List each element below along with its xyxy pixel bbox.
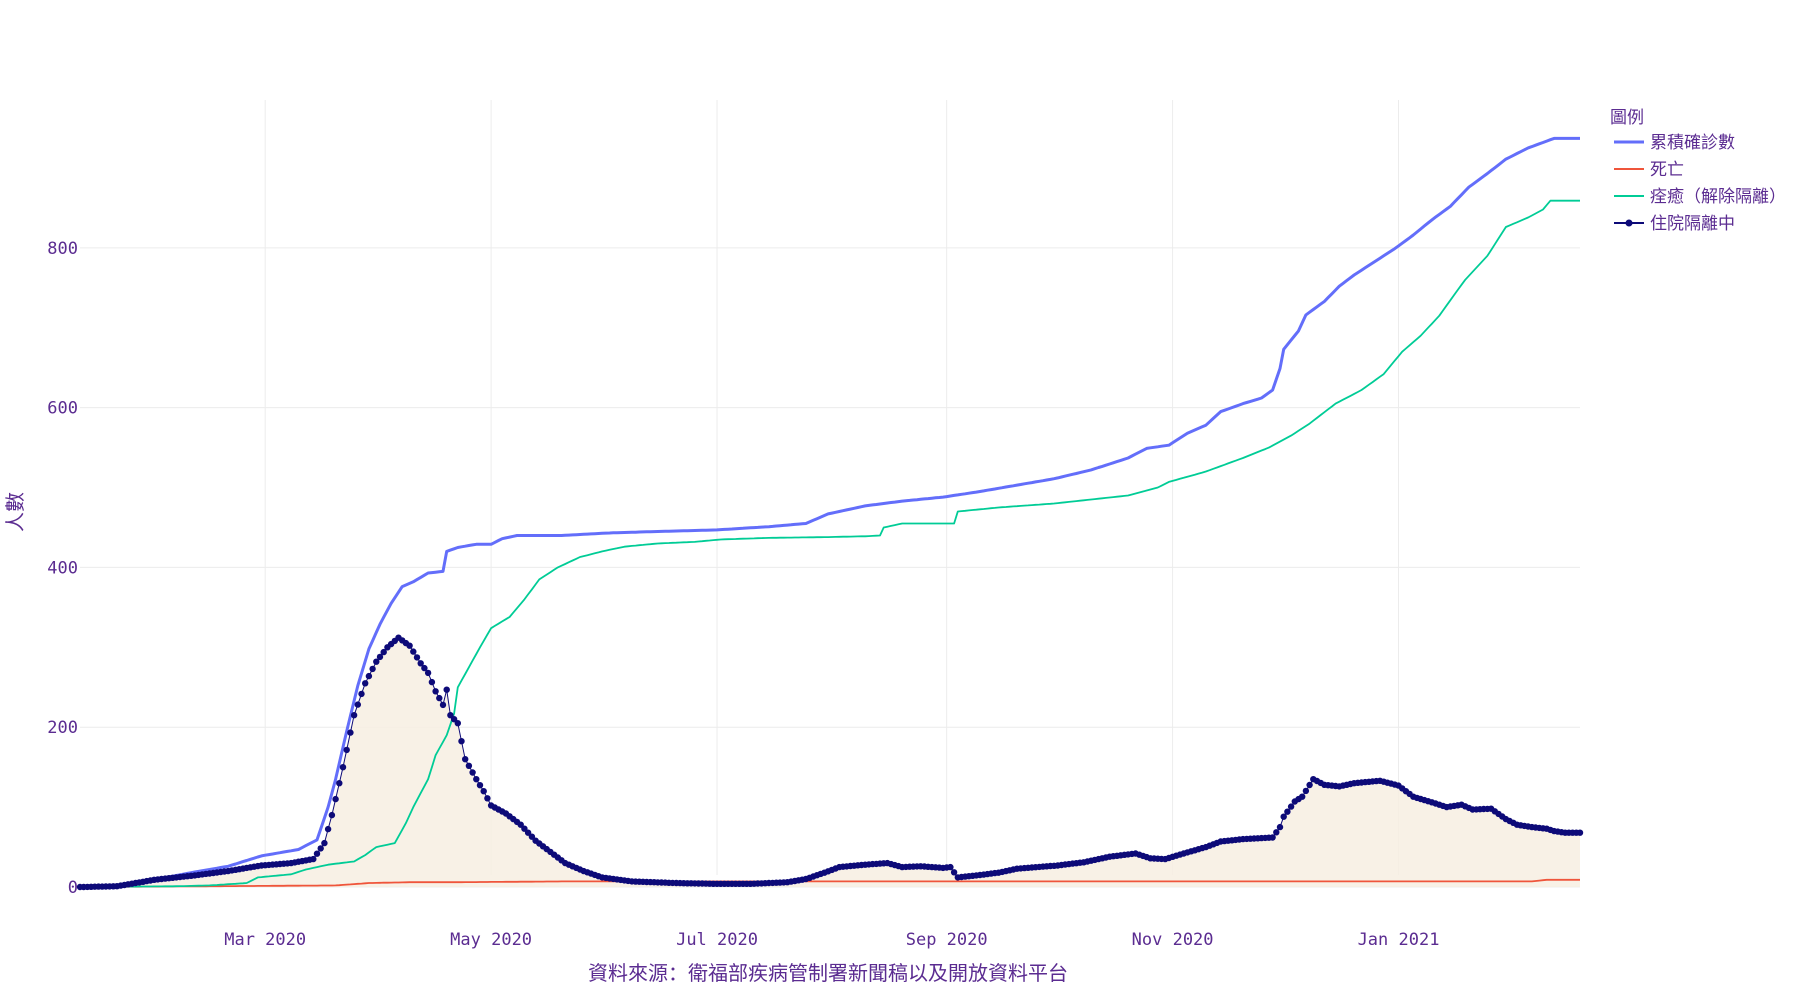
hospitalized-area (80, 637, 1580, 887)
hospitalized-point (432, 688, 439, 695)
hospitalized-point (369, 665, 376, 673)
legend-label: 死亡 (1650, 160, 1684, 180)
hospitalized-point (350, 712, 358, 719)
recovered-line (80, 199, 1580, 888)
hospitalized-point (317, 845, 324, 852)
hospitalized-point (339, 764, 347, 771)
y-tick-label: 800 (47, 239, 78, 259)
deaths-line (80, 878, 1580, 888)
hospitalized-point (524, 829, 532, 836)
hospitalized-point (476, 782, 484, 789)
hospitalized-point (365, 672, 373, 680)
y-tick-label: 0 (68, 878, 78, 898)
hospitalized-point (336, 780, 343, 787)
hospitalized-point (332, 795, 339, 803)
legend-title: 圖例 (1610, 108, 1644, 128)
hospitalized-point (421, 664, 428, 672)
legend-marker (1625, 219, 1633, 227)
hospitalized-point (347, 729, 354, 736)
hospitalized-point (484, 795, 491, 802)
y-tick-label: 400 (47, 558, 78, 578)
hospitalized-point (358, 690, 365, 698)
x-tick-label: Nov 2020 (1132, 930, 1214, 950)
y-tick-label: 200 (47, 718, 78, 738)
x-tick-label: Mar 2020 (224, 930, 306, 950)
y-axis-title: 人數 (3, 492, 27, 532)
hospitalized-point (406, 642, 413, 649)
hospitalized-point (473, 776, 480, 783)
hospitalized-point (1276, 823, 1284, 831)
hospitalized-point (1576, 829, 1584, 836)
hospitalized-point (465, 762, 473, 769)
hospitalized-point (362, 680, 369, 687)
hospitalized-point (310, 855, 317, 863)
hospitalized-point (343, 746, 350, 754)
hospitalized-markers (76, 634, 1584, 891)
hospitalized-point (1302, 787, 1310, 795)
x-tick-label: Jan 2021 (1358, 930, 1440, 950)
x-axis-title: 資料來源：衛福部疾病管制署新聞稿以及開放資料平台 (588, 961, 1068, 985)
legend-label: 痊癒（解除隔離） (1650, 187, 1786, 207)
hospitalized-point (480, 788, 487, 795)
hospitalized-point (443, 686, 450, 693)
hospitalized-point (424, 669, 432, 677)
hospitalized-point (462, 756, 469, 763)
y-axis-ticks: 0 200 400 600 800 (47, 239, 78, 898)
hospitalized-point (373, 658, 380, 665)
legend-label: 住院隔離中 (1650, 214, 1735, 234)
hospitalized-point (439, 701, 447, 709)
hospitalized-point (436, 694, 443, 702)
hospitalized-point (428, 678, 436, 686)
hospitalized-point (454, 720, 461, 727)
hospitalized-point (1280, 813, 1287, 820)
x-tick-label: Sep 2020 (906, 930, 988, 950)
hospitalized-point (1284, 808, 1291, 815)
hospitalized-point (458, 738, 465, 745)
hospitalized-point (321, 839, 328, 847)
hospitalized-point (1269, 834, 1276, 841)
hospitalized-point (469, 769, 476, 776)
hospitalized-fill-area (80, 637, 1580, 887)
cumulative-confirmed-line (80, 136, 1580, 889)
hospitalized-point (1287, 803, 1295, 810)
hospitalized-point (947, 863, 954, 871)
hospitalized-point (413, 654, 421, 661)
hospitalized-point (1273, 829, 1280, 836)
hospitalized-point (1306, 781, 1313, 789)
x-tick-label: Jul 2020 (676, 930, 758, 950)
hospitalized-point (380, 648, 387, 656)
x-axis-ticks: Mar 2020 May 2020 Jul 2020 Sep 2020 Nov 2020… (224, 930, 1439, 950)
hospitalized-point (417, 660, 424, 667)
hospitalized-point (324, 825, 332, 833)
hospitalized-point (1299, 793, 1306, 800)
legend-label: 累積確診數 (1650, 133, 1735, 153)
hospitalized-point (410, 648, 417, 655)
y-tick-label: 600 (47, 399, 78, 419)
hospitalized-point (328, 811, 336, 819)
hospitalized-point (376, 653, 384, 661)
grid (80, 100, 1580, 888)
hospitalized-point (354, 701, 361, 708)
x-tick-label: May 2020 (450, 930, 532, 950)
hospitalized-point (950, 869, 958, 876)
hospitalized-point (313, 850, 321, 857)
series-lines (80, 136, 1580, 889)
